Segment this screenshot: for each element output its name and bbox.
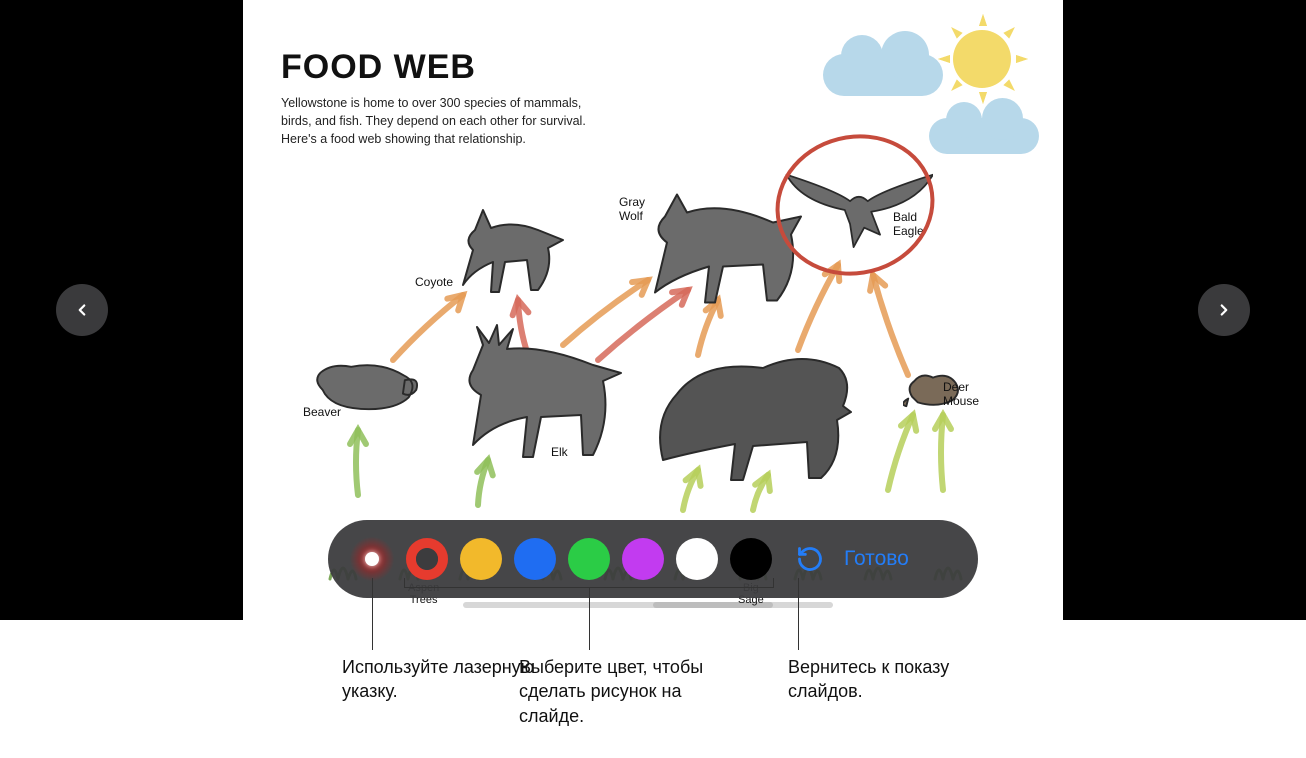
color-swatch-red[interactable]: [406, 538, 448, 580]
laser-pointer-button[interactable]: [350, 537, 394, 581]
cloud-graphic: [929, 118, 1039, 154]
next-slide-button[interactable]: [1198, 284, 1250, 336]
previous-slide-button[interactable]: [56, 284, 108, 336]
slide-canvas[interactable]: FOOD WEB Yellowstone is home to over 300…: [243, 0, 1063, 620]
animal-bison: [653, 340, 853, 490]
undo-button[interactable]: [792, 541, 828, 577]
animal-deermouse: Deer Mouse: [903, 370, 963, 410]
cloud-graphic: [823, 54, 943, 96]
slide-body-text: Yellowstone is home to over 300 species …: [281, 94, 611, 148]
slide-title: FOOD WEB: [281, 48, 476, 87]
color-swatch-blue[interactable]: [514, 538, 556, 580]
animal-coyote: Coyote: [453, 200, 573, 300]
color-swatch-yellow[interactable]: [460, 538, 502, 580]
color-swatch-black[interactable]: [730, 538, 772, 580]
presentation-viewer: FOOD WEB Yellowstone is home to over 300…: [0, 0, 1306, 620]
animal-label-deermouse: Deer Mouse: [943, 380, 979, 408]
ground-line: [463, 602, 833, 608]
animal-label-coyote: Coyote: [415, 275, 453, 289]
color-swatch-white[interactable]: [676, 538, 718, 580]
animal-elk: Elk: [453, 320, 633, 470]
done-button[interactable]: Готово: [844, 547, 909, 571]
callout-colors: Выберите цвет, чтобы сделать рисунок на …: [519, 655, 749, 728]
animal-label-elk: Elk: [551, 445, 568, 459]
animal-beaver: Beaver: [313, 350, 423, 420]
callout-return: Вернитесь к показу слайдов.: [788, 655, 1018, 704]
color-swatch-green[interactable]: [568, 538, 610, 580]
animal-label-beaver: Beaver: [303, 405, 341, 419]
sun-graphic: [953, 30, 1011, 88]
animal-label-graywolf: Gray Wolf: [619, 195, 645, 223]
color-swatch-purple[interactable]: [622, 538, 664, 580]
